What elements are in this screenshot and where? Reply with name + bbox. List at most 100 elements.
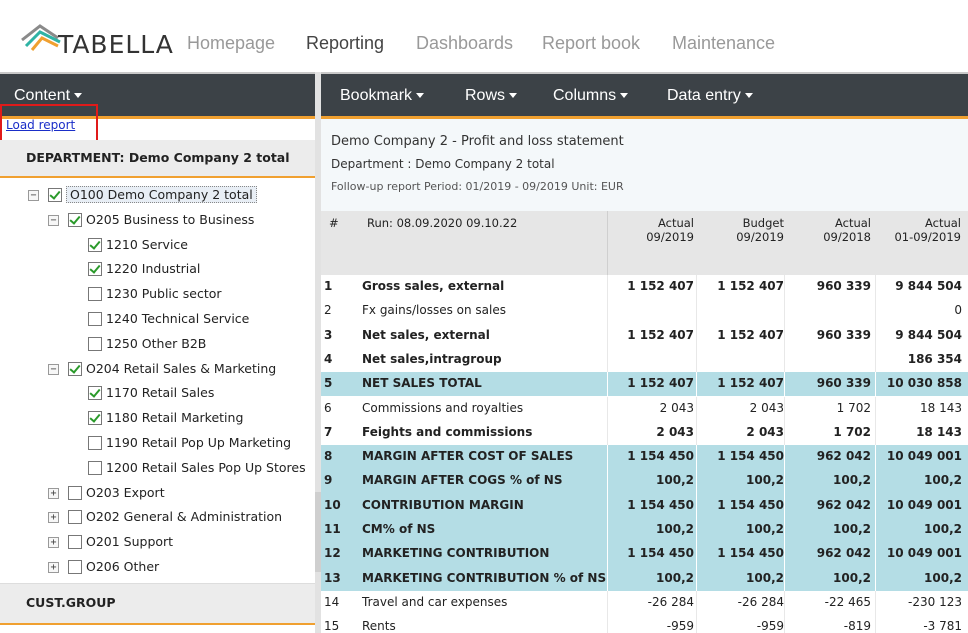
table-row[interactable]: 13 MARKETING CONTRIBUTION % of NS 100,2 100… [321, 566, 968, 591]
cell-value[interactable]: 100,2 [833, 570, 871, 585]
cell-value[interactable]: -959 [756, 619, 784, 633]
cell-value[interactable]: 100,2 [656, 522, 694, 536]
cell-value[interactable]: -26 284 [647, 594, 694, 609]
cell-value[interactable]: 1 152 407 [717, 279, 784, 293]
cell-value[interactable]: -22 465 [824, 594, 871, 609]
cell-value[interactable]: 1 154 450 [627, 449, 694, 464]
cust-group-dimension-header[interactable]: CUST.GROUP [0, 583, 315, 623]
tree-node[interactable]: + O202 General & Administration [0, 508, 315, 528]
tree-node-label[interactable]: 1210 Service [106, 236, 188, 252]
table-row[interactable]: 3 Net sales, external 1 152 407 1 152 407 96… [321, 323, 968, 348]
cell-value[interactable]: 1 152 407 [627, 376, 694, 391]
cell-value[interactable]: 1 154 450 [717, 546, 784, 561]
tree-node-label[interactable]: 1250 Other B2B [106, 335, 207, 351]
tree-node-label[interactable]: O201 Support [86, 534, 174, 550]
tree-node-checkbox[interactable] [68, 361, 82, 376]
cell-value[interactable]: 960 339 [816, 376, 871, 391]
nav-dashboards[interactable]: Dashboards [416, 33, 514, 53]
cell-value[interactable]: -26 284 [737, 594, 784, 609]
cell-value[interactable]: 962 042 [816, 449, 871, 464]
tree-node-label[interactable]: 1220 Industrial [106, 261, 201, 277]
table-row[interactable]: 11 CM% of NS 100,2 100,2 100,2 100,2 [321, 518, 968, 543]
table-row[interactable]: 14 Travel and car expenses -26 284 -26 284 -… [321, 590, 968, 616]
splitter-grip[interactable] [315, 492, 321, 572]
cell-value[interactable]: 100,2 [833, 522, 871, 536]
cell-value[interactable]: 1 702 [836, 400, 871, 415]
tree-node-checkbox[interactable] [68, 560, 82, 574]
tree-node-checkbox[interactable] [68, 535, 82, 550]
panel-splitter[interactable] [315, 72, 321, 633]
tree-node-checkbox[interactable] [88, 262, 102, 277]
tree-node-checkbox[interactable] [88, 411, 102, 426]
table-row[interactable]: 5 NET SALES TOTAL 1 152 407 1 152 407 960 33… [321, 372, 968, 397]
cell-value[interactable]: 1 152 407 [627, 279, 694, 293]
cell-value[interactable]: 2 043 [746, 424, 784, 439]
collapse-icon[interactable]: − [48, 214, 59, 226]
nav-maintenance[interactable]: Maintenance [672, 33, 776, 53]
table-row[interactable]: 9 MARGIN AFTER COGS % of NS 100,2 100,2 100,… [321, 469, 968, 494]
cell-value[interactable]: 2 043 [659, 400, 694, 415]
content-menu[interactable]: Content [14, 87, 83, 105]
tree-node-checkbox[interactable] [88, 460, 102, 475]
cell-value[interactable]: 2 043 [749, 400, 784, 415]
cell-value[interactable]: 1 152 407 [627, 327, 694, 342]
table-row[interactable]: 2 Fx gains/losses on sales 0 [321, 299, 968, 324]
expand-icon[interactable]: + [48, 512, 59, 524]
cell-value[interactable]: 1 154 450 [627, 497, 694, 512]
bookmark-menu[interactable]: Bookmark [340, 87, 425, 105]
cell-value[interactable]: 2 043 [656, 424, 694, 439]
column-header-actual-09-2019[interactable]: Actual 09/2019 [621, 216, 694, 244]
tree-node[interactable]: 1220 Industrial [0, 260, 315, 280]
table-row[interactable]: 12 MARKETING CONTRIBUTION 1 154 450 1 154 4… [321, 542, 968, 567]
expand-icon[interactable]: + [48, 537, 59, 549]
table-row[interactable]: 10 CONTRIBUTION MARGIN 1 154 450 1 154 450 9… [321, 493, 968, 518]
tree-node-label[interactable]: O202 General & Administration [86, 509, 283, 525]
collapse-icon[interactable]: − [28, 190, 39, 201]
cell-value[interactable]: 962 042 [816, 546, 871, 561]
tree-node[interactable]: 1240 Technical Service [0, 310, 315, 330]
department-dimension-header[interactable]: DEPARTMENT: Demo Company 2 total [0, 140, 315, 178]
expand-icon[interactable]: + [48, 487, 59, 499]
tree-node-checkbox[interactable] [68, 510, 82, 525]
expand-icon[interactable]: + [48, 562, 59, 573]
tree-node-label[interactable]: 1170 Retail Sales [106, 385, 215, 401]
cell-value[interactable]: 100,2 [746, 522, 784, 536]
tree-node-label[interactable]: 1180 Retail Marketing [106, 410, 244, 426]
cell-value[interactable]: 18 143 [920, 400, 962, 415]
column-header-actual-01-09-2019[interactable]: Actual 01-09/2019 [883, 216, 961, 244]
tree-node[interactable]: 1250 Other B2B [0, 335, 315, 355]
collapse-icon[interactable]: − [48, 363, 59, 375]
cell-value[interactable]: -959 [666, 619, 694, 633]
tree-node-checkbox[interactable] [68, 212, 82, 227]
cell-value[interactable]: 1 702 [833, 424, 871, 439]
cell-value[interactable]: 960 339 [816, 279, 871, 293]
tree-node[interactable]: 1210 Service [0, 236, 315, 256]
cell-value[interactable]: 960 339 [816, 327, 871, 342]
tree-node[interactable]: 1230 Public sector [0, 285, 315, 305]
nav-homepage[interactable]: Homepage [187, 33, 276, 53]
cell-value[interactable]: 10 049 001 [886, 449, 962, 464]
tree-node[interactable]: − O204 Retail Sales & Marketing [0, 360, 315, 380]
tree-node[interactable]: − O205 Business to Business [0, 211, 315, 231]
tree-node-label[interactable]: O100 Demo Company 2 total [66, 186, 257, 203]
tree-node[interactable]: + O203 Export [0, 484, 315, 504]
cell-value[interactable]: 0 [954, 303, 962, 318]
nav-reporting[interactable]: Reporting [306, 33, 385, 53]
table-row[interactable]: 8 MARGIN AFTER COST OF SALES 1 154 450 1 15… [321, 445, 968, 470]
table-row[interactable]: 4 Net sales,intragroup 186 354 [321, 347, 968, 373]
cell-value[interactable]: 1 154 450 [627, 546, 694, 561]
cell-value[interactable]: 10 049 001 [886, 497, 962, 512]
cell-value[interactable]: 100,2 [924, 570, 962, 585]
tree-node-checkbox[interactable] [48, 188, 62, 202]
cell-value[interactable]: 1 152 407 [717, 327, 784, 342]
table-row[interactable]: 7 Feights and commissions 2 043 2 043 1 702 1… [321, 420, 968, 446]
tree-node[interactable]: + O206 Other [0, 558, 315, 578]
tree-node[interactable]: − O100 Demo Company 2 total [0, 186, 315, 206]
table-row[interactable]: 15 Rents -959 -959 -819 -3 781 [321, 615, 968, 633]
cell-value[interactable]: 186 354 [907, 351, 962, 366]
cell-value[interactable]: -3 781 [923, 619, 962, 633]
cell-value[interactable]: 10 030 858 [886, 376, 962, 391]
column-header-actual-09-2018[interactable]: Actual 09/2018 [801, 216, 871, 244]
tree-node-checkbox[interactable] [88, 436, 102, 450]
cell-value[interactable]: -230 123 [908, 594, 962, 609]
